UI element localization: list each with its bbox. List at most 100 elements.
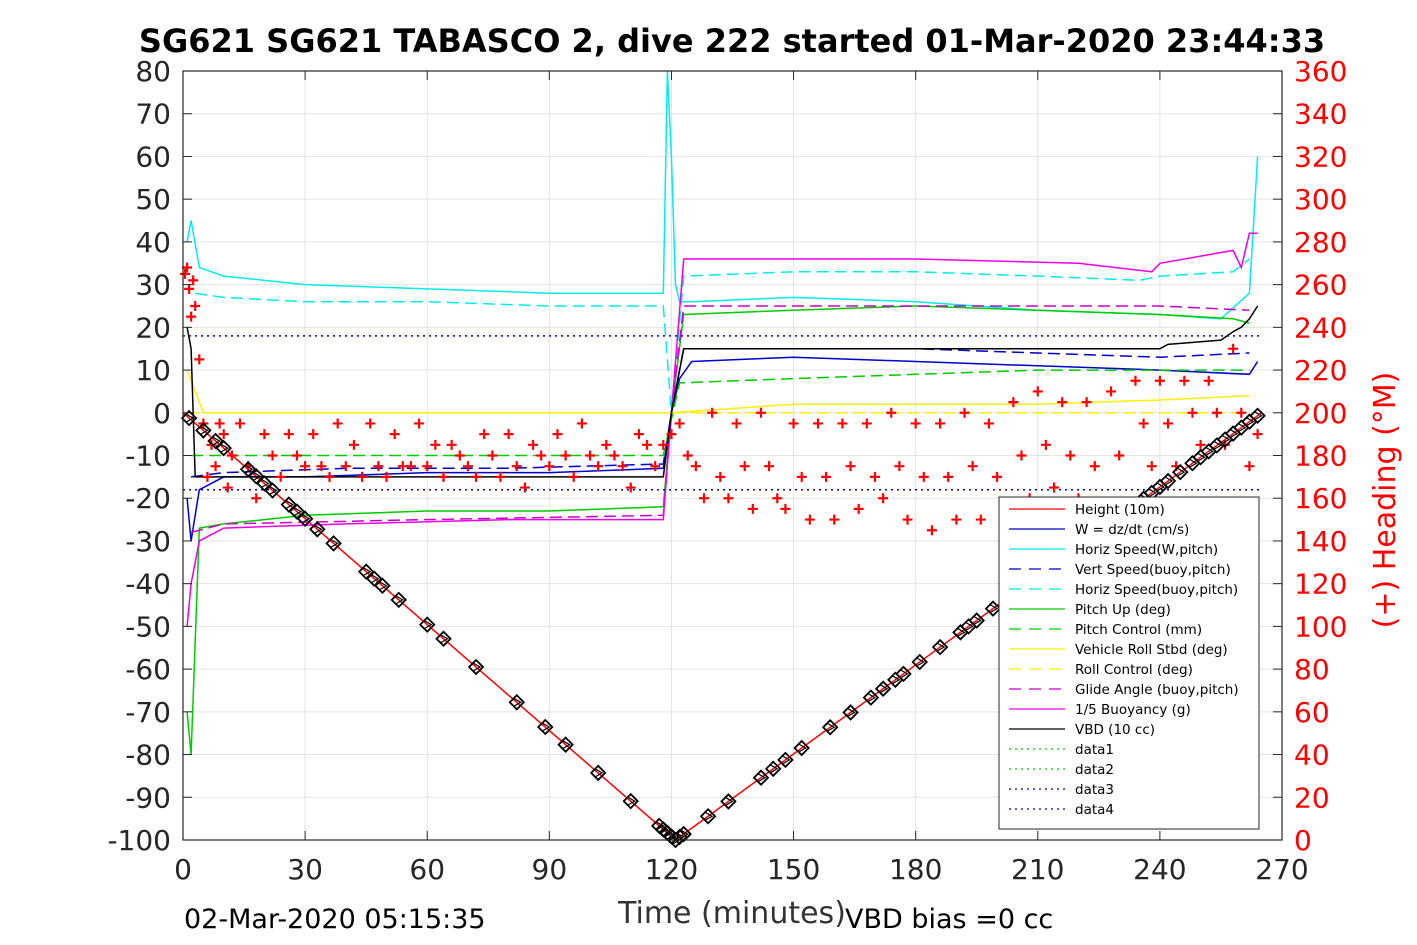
heading-point bbox=[788, 418, 799, 429]
height-marker-inner bbox=[371, 574, 380, 584]
y-tick-label: 40 bbox=[135, 226, 171, 259]
height-marker bbox=[536, 718, 554, 736]
heading-point bbox=[1211, 407, 1222, 418]
height-marker-inner bbox=[900, 669, 909, 679]
heading-point bbox=[1081, 397, 1092, 408]
height-marker-inner bbox=[1221, 434, 1231, 444]
heading-point bbox=[837, 418, 848, 429]
height-marker-inner bbox=[395, 595, 404, 605]
height-marker-inner bbox=[423, 620, 433, 630]
series-line-10 bbox=[186, 232, 1258, 627]
heading-point bbox=[552, 429, 563, 440]
heading-point bbox=[1203, 375, 1214, 386]
height-marker-inner bbox=[220, 443, 229, 453]
height-marker-inner bbox=[594, 768, 604, 778]
heading-point bbox=[869, 471, 880, 482]
heading-point bbox=[180, 268, 191, 279]
heading-point bbox=[528, 439, 539, 450]
heading-point bbox=[430, 439, 441, 450]
y-tick-label: -10 bbox=[125, 440, 171, 473]
heading-point bbox=[188, 275, 199, 286]
heading-point bbox=[1244, 461, 1255, 472]
footer-date: 02-Mar-2020 05:15:35 bbox=[184, 904, 486, 935]
x-tick-label: 0 bbox=[174, 853, 192, 886]
height-marker-inner bbox=[1205, 446, 1214, 456]
x-tick-label: 240 bbox=[1133, 853, 1186, 886]
height-marker-inner bbox=[867, 693, 877, 703]
heading-point bbox=[202, 471, 213, 482]
heading-point bbox=[674, 418, 685, 429]
y2-tick-label: 340 bbox=[1294, 98, 1347, 131]
y2-tick-label: 80 bbox=[1294, 653, 1330, 686]
height-marker-inner bbox=[757, 773, 767, 783]
height-marker bbox=[968, 612, 985, 629]
height-marker-inner bbox=[1254, 411, 1263, 421]
height-marker bbox=[911, 653, 929, 671]
legend-label: data1 bbox=[1075, 742, 1114, 758]
height-marker bbox=[699, 807, 717, 825]
x-tick-label: 60 bbox=[409, 853, 445, 886]
height-marker bbox=[309, 521, 326, 538]
heading-point bbox=[300, 461, 311, 472]
height-marker-inner bbox=[1176, 467, 1186, 477]
heading-point bbox=[658, 439, 669, 450]
y2-tick-label: 140 bbox=[1294, 525, 1347, 558]
heading-point bbox=[348, 439, 359, 450]
heading-point bbox=[983, 418, 994, 429]
heading-point bbox=[414, 418, 425, 429]
heading-point bbox=[536, 450, 547, 461]
height-marker-inner bbox=[725, 796, 734, 806]
heading-point bbox=[633, 429, 644, 440]
axes: 0 30 60 90 120 150 180 210 240 270 80 70 60 50 40 30 20 1… bbox=[107, 55, 1347, 886]
height-marker-inner bbox=[301, 514, 311, 524]
legend-label: Height (10m) bbox=[1075, 502, 1165, 518]
heading-point bbox=[1163, 418, 1174, 429]
heading-point bbox=[1049, 482, 1060, 493]
heading-point bbox=[1032, 386, 1043, 397]
legend-label: data2 bbox=[1075, 762, 1114, 778]
heading-point bbox=[560, 450, 571, 461]
heading-point bbox=[845, 461, 856, 472]
heading-point bbox=[182, 262, 193, 273]
height-marker bbox=[589, 764, 607, 782]
height-marker-inner bbox=[965, 621, 974, 631]
y2-tick-label: 300 bbox=[1294, 183, 1347, 216]
heading-point bbox=[780, 503, 791, 514]
height-marker bbox=[984, 600, 1002, 617]
height-marker-inner bbox=[973, 615, 982, 625]
heading-point bbox=[291, 450, 302, 461]
heading-point bbox=[511, 461, 522, 472]
series-line-4 bbox=[195, 258, 1250, 413]
y2-tick-label: 200 bbox=[1294, 397, 1347, 430]
y-tick-label: -40 bbox=[125, 568, 171, 601]
height-marker bbox=[215, 439, 232, 457]
heading-point bbox=[707, 407, 718, 418]
height-marker bbox=[793, 739, 810, 757]
y2-tick-label: 240 bbox=[1294, 311, 1347, 344]
heading-point bbox=[772, 493, 783, 504]
height-marker bbox=[720, 793, 737, 810]
height-marker-inner bbox=[627, 796, 636, 806]
heading-point bbox=[731, 418, 742, 429]
height-marker-inner bbox=[1246, 417, 1255, 427]
height-marker-inner bbox=[314, 524, 323, 534]
height-marker bbox=[874, 680, 892, 697]
height-marker bbox=[180, 409, 198, 427]
series-line-3 bbox=[191, 347, 1250, 478]
height-marker-inner bbox=[879, 684, 889, 694]
heading-point bbox=[918, 471, 929, 482]
heading-point bbox=[454, 450, 465, 461]
legend-label: Vert Speed(buoy,pitch) bbox=[1075, 562, 1231, 578]
heading-point bbox=[568, 471, 579, 482]
height-marker bbox=[374, 577, 391, 595]
y-tick-label: 70 bbox=[135, 98, 171, 131]
heading-point bbox=[210, 461, 221, 472]
heading-point bbox=[593, 461, 604, 472]
y2-tick-label: 40 bbox=[1294, 739, 1330, 772]
chart-title: SG621 SG621 TABASCO 2, dive 222 started … bbox=[139, 22, 1325, 60]
y2-tick-label: 100 bbox=[1294, 610, 1347, 643]
heading-point bbox=[625, 482, 636, 493]
height-marker-inner bbox=[261, 478, 270, 488]
heading-point bbox=[234, 418, 245, 429]
